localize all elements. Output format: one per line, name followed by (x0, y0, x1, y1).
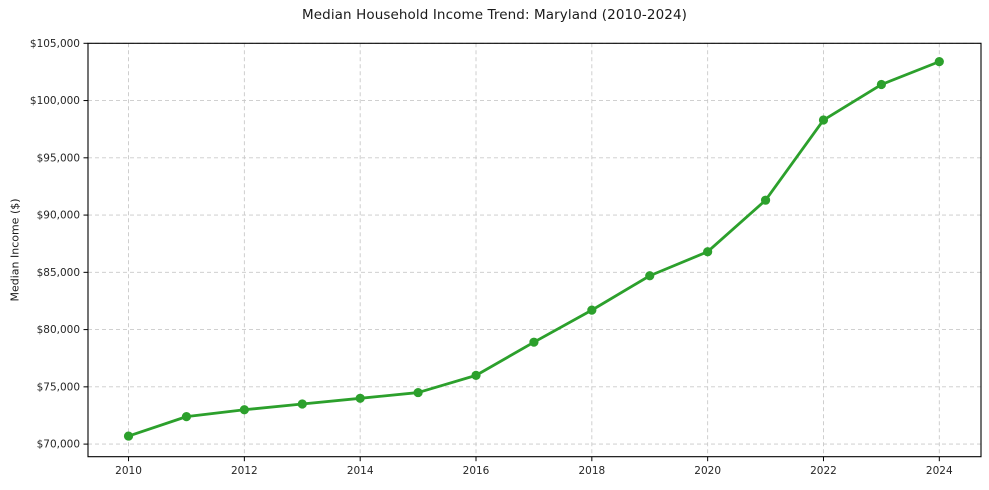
data-point (876, 79, 886, 90)
y-tick-label: $90,000 (37, 210, 80, 222)
x-tick-label: 2018 (578, 465, 605, 477)
y-tick-label: $70,000 (37, 439, 80, 451)
data-point (297, 399, 307, 409)
data-point (413, 387, 423, 398)
x-tick-label: 2016 (463, 465, 490, 477)
y-tick-label: $95,000 (37, 152, 80, 164)
data-point (760, 195, 771, 205)
chart-title: Median Household Income Trend: Maryland … (302, 7, 687, 23)
data-point (529, 337, 539, 347)
data-point (934, 57, 944, 67)
x-tick-label: 2014 (347, 465, 374, 477)
data-point (471, 370, 481, 380)
y-tick-label: $75,000 (37, 381, 80, 393)
plot-border (87, 42, 982, 458)
x-tick-label: 2020 (694, 465, 721, 477)
y-tick-label: $80,000 (37, 324, 80, 336)
data-point (123, 431, 134, 441)
data-point (239, 405, 249, 415)
data-point (355, 393, 365, 403)
x-tick-label: 2024 (926, 465, 953, 477)
x-tick-label: 2012 (231, 465, 258, 477)
x-tick-label: 2022 (810, 465, 837, 477)
y-tick-label: $100,000 (30, 95, 80, 107)
trend-line (127, 60, 941, 438)
x-tick-label: 2010 (115, 465, 142, 477)
data-point (703, 247, 713, 257)
data-point (645, 271, 655, 281)
data-point (587, 305, 597, 315)
y-tick-label: $85,000 (37, 267, 80, 279)
y-tick-label: $105,000 (30, 38, 80, 50)
data-point (181, 412, 192, 422)
data-point (818, 115, 829, 125)
